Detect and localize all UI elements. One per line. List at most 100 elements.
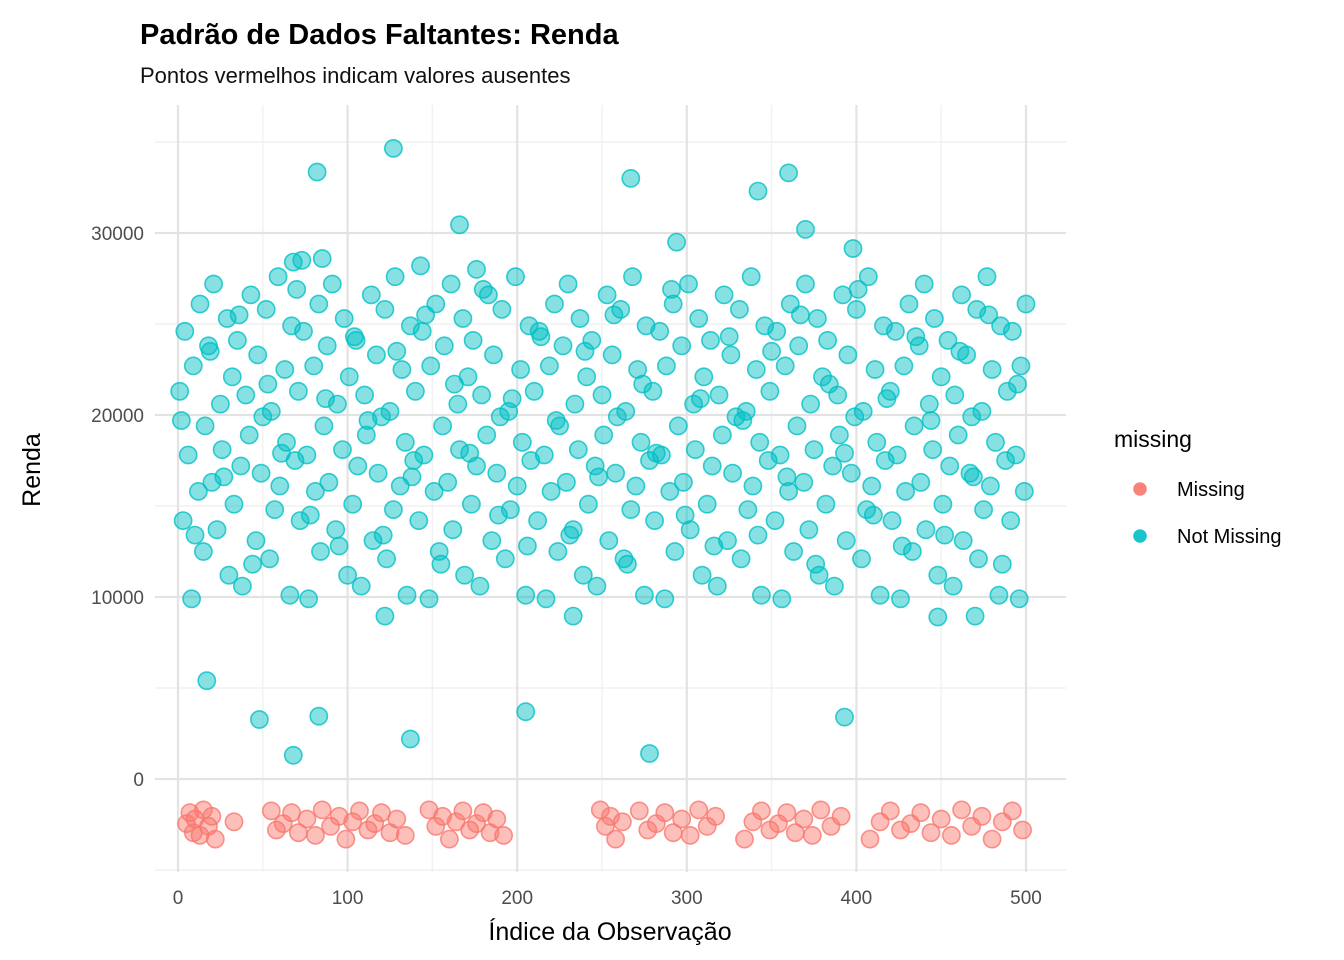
scatter-point: [604, 305, 624, 325]
scatter-point: [923, 440, 943, 460]
scatter-point: [365, 814, 385, 834]
scatter-point: [258, 374, 278, 394]
scatter-point: [322, 274, 342, 294]
scatter-point: [375, 606, 395, 626]
scatter-point: [974, 500, 994, 520]
scatter-point: [366, 345, 386, 365]
y-tick-label: 0: [133, 770, 144, 791]
scatter-point: [419, 589, 439, 609]
scatter-point: [916, 520, 936, 540]
scatter-point: [643, 381, 663, 401]
scatter-point: [853, 401, 873, 421]
x-tick-label: 200: [501, 888, 533, 909]
scatter-point: [663, 294, 683, 314]
scatter-point: [679, 274, 698, 294]
scatter-point: [721, 345, 741, 365]
scatter-point: [599, 531, 619, 551]
scatter-point: [217, 309, 237, 328]
scatter-point: [629, 801, 649, 821]
scatter-point: [467, 814, 486, 834]
scatter-point: [836, 531, 856, 551]
scatter-point: [171, 411, 191, 430]
scatter-point: [368, 463, 388, 483]
scatter-point: [500, 500, 520, 520]
scatter-point: [507, 476, 527, 496]
scatter-point: [297, 445, 317, 465]
scatter-point: [672, 809, 692, 829]
scatter-point: [327, 394, 347, 414]
scatter-point: [992, 554, 1012, 574]
scatter-point: [380, 401, 400, 421]
scatter-point: [348, 456, 368, 476]
scatter-point: [287, 279, 307, 299]
scatter-point: [597, 285, 617, 305]
scatter-point: [470, 576, 490, 596]
scatter-point: [874, 316, 893, 336]
scatter-point: [1008, 374, 1027, 394]
scatter-point: [948, 425, 968, 445]
scatter-point: [232, 576, 252, 596]
grid-lines: [155, 105, 1066, 872]
scatter-point: [573, 565, 593, 585]
scatter-point: [484, 345, 503, 365]
scatter-point: [880, 801, 900, 821]
scatter-point: [282, 316, 302, 336]
scatter-point: [463, 330, 483, 350]
scatter-point: [472, 385, 492, 405]
scatter-point: [709, 385, 729, 405]
scatter-point: [896, 481, 916, 501]
scatter-point: [825, 576, 844, 596]
scatter-point: [847, 299, 866, 319]
scatter-point: [672, 336, 692, 356]
scatter-point: [563, 606, 583, 626]
scatter-point: [713, 425, 732, 445]
scatter-point: [492, 299, 512, 319]
scatter-point: [431, 554, 451, 574]
y-tick-label: 10000: [91, 588, 144, 609]
scatter-point: [645, 511, 665, 530]
scatter-point: [601, 806, 620, 826]
scatter-point: [383, 138, 403, 158]
chart-title: Padrão de Dados Faltantes: Renda: [140, 19, 619, 51]
scatter-point: [536, 589, 556, 609]
scatter-point: [261, 401, 281, 421]
scatter-point: [964, 467, 983, 487]
scatter-point: [249, 710, 269, 729]
scatter-point: [762, 341, 782, 361]
scatter-point: [662, 279, 681, 299]
scatter-point: [433, 416, 453, 436]
scatter-point: [409, 511, 429, 530]
scatter-point: [623, 267, 642, 287]
scatter-point: [697, 494, 717, 514]
scatter-point: [545, 294, 564, 314]
scatter-point: [730, 299, 749, 319]
scatter-point: [667, 232, 687, 252]
scatter-point: [979, 305, 999, 325]
scatter-point: [996, 451, 1016, 470]
scatter-point: [570, 309, 590, 328]
scatter-point: [299, 589, 319, 609]
scatter-point: [794, 472, 814, 492]
scatter-point: [224, 812, 244, 832]
scatter-point: [212, 440, 232, 460]
scatter-point: [173, 511, 193, 530]
scatter-point: [864, 505, 883, 525]
scatter-point: [965, 606, 985, 626]
scatter-point: [843, 239, 863, 258]
scatter-point: [248, 345, 268, 365]
scatter-point: [531, 327, 551, 347]
scatter-point: [183, 356, 203, 376]
scatter-point: [655, 803, 675, 823]
scatter-point: [473, 279, 493, 299]
x-tick-label: 500: [1010, 888, 1042, 909]
scatter-point: [752, 801, 771, 821]
scatter-point: [655, 589, 675, 609]
scatter-point: [640, 744, 659, 763]
scatter-point: [731, 549, 751, 569]
scatter-point: [981, 476, 1000, 496]
scatter-point: [190, 294, 210, 314]
scatter-point: [818, 330, 838, 350]
scatter-point: [848, 279, 868, 299]
scatter-point: [297, 809, 317, 829]
scatter-point: [277, 432, 296, 452]
